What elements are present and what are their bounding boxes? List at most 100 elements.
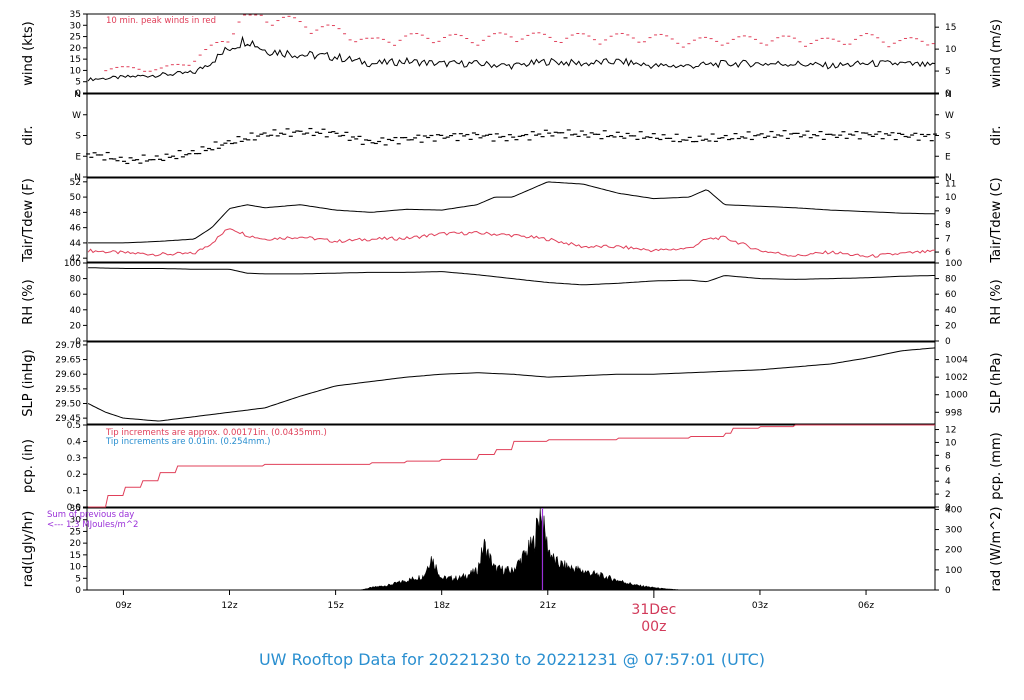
right-tick-label: 8 <box>945 221 951 231</box>
x-tick-label: 03z <box>752 601 768 611</box>
left-axis-label: pcp. (in) <box>21 439 36 493</box>
left-tick-label: 0.5 <box>67 421 81 431</box>
left-tick-label: 0.0 <box>67 503 82 513</box>
right-tick-label: 1002 <box>945 373 968 383</box>
right-tick-label: 0 <box>945 503 951 513</box>
right-tick-label: W <box>945 111 954 121</box>
panel-frame <box>86 262 936 342</box>
right-tick-label: 400 <box>945 505 962 515</box>
left-tick-label: 0.2 <box>67 470 81 480</box>
right-axis-label: dir. <box>989 125 1004 145</box>
right-tick-label: N <box>945 90 952 100</box>
right-tick-label: 10 <box>945 438 957 448</box>
rad-annotation-2: <--- 1.3 MJoules/m^2 <box>47 520 138 530</box>
right-tick-label: 1000 <box>945 391 968 401</box>
left-tick-label: 10 <box>70 66 82 76</box>
right-tick-label: 0 <box>945 89 951 99</box>
right-axis-label: pcp. (mm) <box>989 432 1004 499</box>
left-tick-label: 0.3 <box>67 454 81 464</box>
left-tick-label: 15 <box>70 55 81 65</box>
left-tick-label: 80 <box>70 275 82 285</box>
left-tick-label: 0.1 <box>67 487 81 497</box>
left-tick-label: 0 <box>75 586 81 596</box>
right-tick-label: 100 <box>945 566 962 576</box>
left-tick-label: 0 <box>75 337 81 347</box>
right-tick-label: 4 <box>945 477 951 487</box>
left-tick-label: 100 <box>64 259 81 269</box>
panel-temp: 42 44 46 48 50 52 6 7 8 9 10 11 Tair/Tdew (F) Tair/Td… <box>21 177 1004 264</box>
left-tick-label: 0.4 <box>67 437 82 447</box>
left-tick-label: 42 <box>70 254 81 264</box>
panel-slp: 29.45 29.50 29.55 29.60 29.65 29.70 998 1000 100… <box>21 341 1004 425</box>
left-tick-label: 30 <box>70 516 82 526</box>
right-axis-label: rad (W/m^2) <box>989 507 1004 592</box>
left-tick-label: 35 <box>70 10 81 20</box>
right-tick-label: 0 <box>945 586 951 596</box>
left-tick-label: 46 <box>70 224 82 234</box>
left-tick-label: N <box>74 173 81 183</box>
pcp-annotation-1: Tip increments are approx. 0.00171in. (0… <box>105 428 327 438</box>
panel-frame <box>86 341 936 425</box>
right-tick-label: 300 <box>945 526 962 536</box>
series-line-relative-humidity <box>88 267 935 286</box>
right-tick-label: 200 <box>945 546 962 556</box>
right-tick-label: 2 <box>945 490 951 500</box>
left-tick-label: 29.70 <box>55 341 81 351</box>
chart-title: UW Rooftop Data for 20221230 to 20221231… <box>259 650 765 669</box>
pcp-annotation-2: Tip increments are 0.01in. (0.254mm.) <box>105 437 270 447</box>
panel-rh: 0 20 40 60 80 100 0 20 40 60 80 100 RH (%) RH (%) <box>21 259 1004 347</box>
left-tick-label: 15 <box>70 551 81 561</box>
x-midnight-time: 00z <box>641 619 666 635</box>
right-tick-label: 15 <box>945 23 956 33</box>
left-tick-label: 48 <box>70 208 82 218</box>
left-axis-label: SLP (inHg) <box>21 349 36 417</box>
right-tick-label: 6 <box>945 248 951 258</box>
left-tick-label: 20 <box>70 44 82 54</box>
left-tick-label: 52 <box>70 178 81 188</box>
left-tick-label: E <box>75 152 81 162</box>
right-tick-label: 8 <box>945 451 951 461</box>
left-tick-label: 5 <box>75 78 81 88</box>
left-axis-label: rad(Lgly/hr) <box>21 511 36 587</box>
left-tick-label: 44 <box>70 239 82 249</box>
left-tick-label: N <box>74 90 81 100</box>
x-tick-label: 12z <box>221 601 237 611</box>
right-axis-label: SLP (hPa) <box>989 352 1004 413</box>
left-axis-label: RH (%) <box>21 279 36 324</box>
left-tick-label: 35 <box>70 504 81 514</box>
left-tick-label: 29.45 <box>55 414 81 424</box>
x-tick-label: 21z <box>540 601 556 611</box>
series-line-precipitation <box>88 424 935 508</box>
right-tick-label: 20 <box>945 321 957 331</box>
right-tick-label: 7 <box>945 234 951 244</box>
left-tick-label: 29.60 <box>55 370 81 380</box>
right-tick-label: 9 <box>945 207 951 217</box>
right-tick-label: 5 <box>945 67 951 77</box>
rad-annotation-1: Sum of previous day <box>47 510 134 520</box>
left-tick-label: 5 <box>75 574 81 584</box>
panel-frame <box>86 177 936 263</box>
x-tick-label: 15z <box>328 601 344 611</box>
series-line-wind-speed <box>87 35 936 82</box>
panel-frame <box>86 424 936 508</box>
left-tick-label: 29.55 <box>55 385 81 395</box>
x-tick-label: 09z <box>115 601 131 611</box>
panel-annotation: 10 min. peak winds in red <box>106 16 216 26</box>
right-tick-label: 6 <box>945 464 951 474</box>
left-tick-label: 60 <box>70 290 82 300</box>
right-tick-label: 0 <box>945 337 951 347</box>
left-tick-label: 0 <box>75 89 81 99</box>
right-tick-label: 10 <box>945 45 957 55</box>
left-tick-label: 29.65 <box>55 356 81 366</box>
left-tick-label: 40 <box>70 306 82 316</box>
left-tick-label: 20 <box>70 539 82 549</box>
series-line-tdew <box>87 228 936 258</box>
panel-pcp: 0.0 0.1 0.2 0.3 0.4 0.5 0 2 4 6 8 10 12 pcp. (in) pcp.… <box>21 421 1004 513</box>
left-tick-label: 10 <box>70 563 82 573</box>
left-tick-label: W <box>72 111 81 121</box>
